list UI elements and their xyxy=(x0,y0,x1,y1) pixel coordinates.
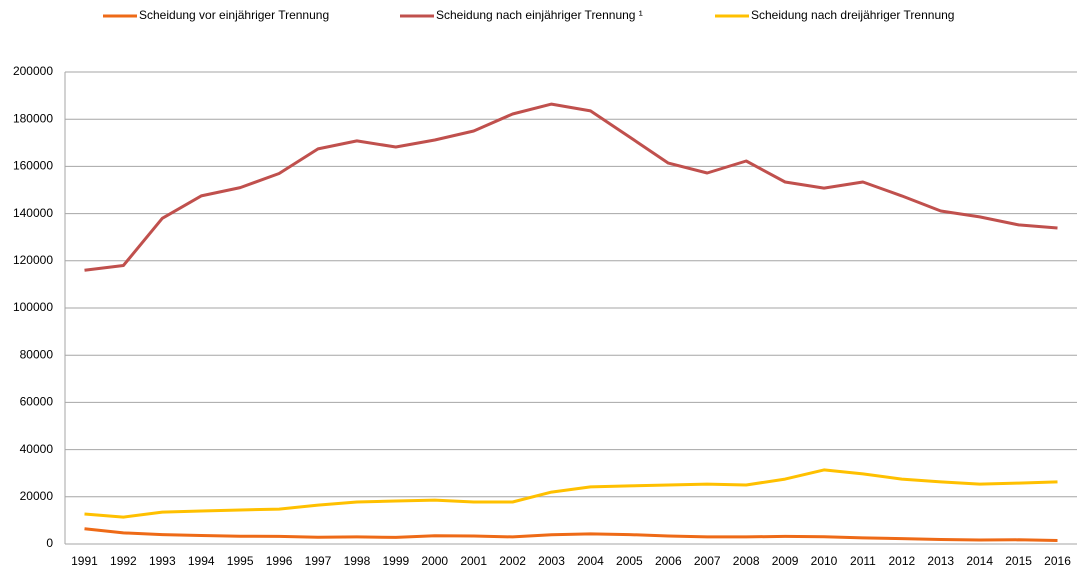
x-tick-label: 2016 xyxy=(1044,554,1071,568)
x-tick-label: 1999 xyxy=(382,554,409,568)
x-tick-label: 1994 xyxy=(188,554,215,568)
legend-label: Scheidung nach einjähriger Trennung ¹ xyxy=(436,8,643,22)
x-tick-label: 2006 xyxy=(655,554,682,568)
series-line xyxy=(84,102,1058,272)
x-tick-label: 1995 xyxy=(227,554,254,568)
series-line xyxy=(84,527,1058,542)
x-tick-label: 1992 xyxy=(110,554,137,568)
y-tick-label: 120000 xyxy=(13,253,53,267)
y-tick-label: 140000 xyxy=(13,206,53,220)
legend-label: Scheidung nach dreijähriger Trennung xyxy=(751,8,954,22)
y-tick-label: 20000 xyxy=(20,489,54,503)
y-tick-label: 80000 xyxy=(20,347,54,361)
x-tick-label: 2005 xyxy=(616,554,643,568)
x-tick-label: 2003 xyxy=(538,554,565,568)
x-tick-label: 2000 xyxy=(421,554,448,568)
y-tick-label: 160000 xyxy=(13,159,53,173)
y-tick-label: 100000 xyxy=(13,300,53,314)
x-tick-label: 2001 xyxy=(460,554,487,568)
x-tick-label: 1991 xyxy=(71,554,98,568)
x-tick-label: 1998 xyxy=(344,554,371,568)
x-tick-label: 2015 xyxy=(1005,554,1032,568)
x-tick-label: 2007 xyxy=(694,554,721,568)
x-tick-label: 2002 xyxy=(499,554,526,568)
x-tick-label: 2010 xyxy=(811,554,838,568)
y-tick-label: 40000 xyxy=(20,442,54,456)
x-tick-label: 1997 xyxy=(305,554,332,568)
x-tick-label: 2013 xyxy=(927,554,954,568)
x-tick-label: 1996 xyxy=(266,554,293,568)
x-tick-label: 2011 xyxy=(850,554,876,568)
y-tick-label: 200000 xyxy=(13,64,53,78)
legend-label: Scheidung vor einjähriger Trennung xyxy=(139,8,329,22)
x-tick-label: 1993 xyxy=(149,554,176,568)
x-tick-label: 2014 xyxy=(966,554,993,568)
x-tick-label: 2004 xyxy=(577,554,604,568)
y-tick-label: 180000 xyxy=(13,111,53,125)
x-tick-label: 2009 xyxy=(772,554,799,568)
y-tick-label: 60000 xyxy=(20,395,54,409)
x-tick-label: 2012 xyxy=(888,554,915,568)
x-tick-label: 2008 xyxy=(733,554,760,568)
y-tick-label: 0 xyxy=(46,536,53,550)
series-line xyxy=(84,468,1058,519)
